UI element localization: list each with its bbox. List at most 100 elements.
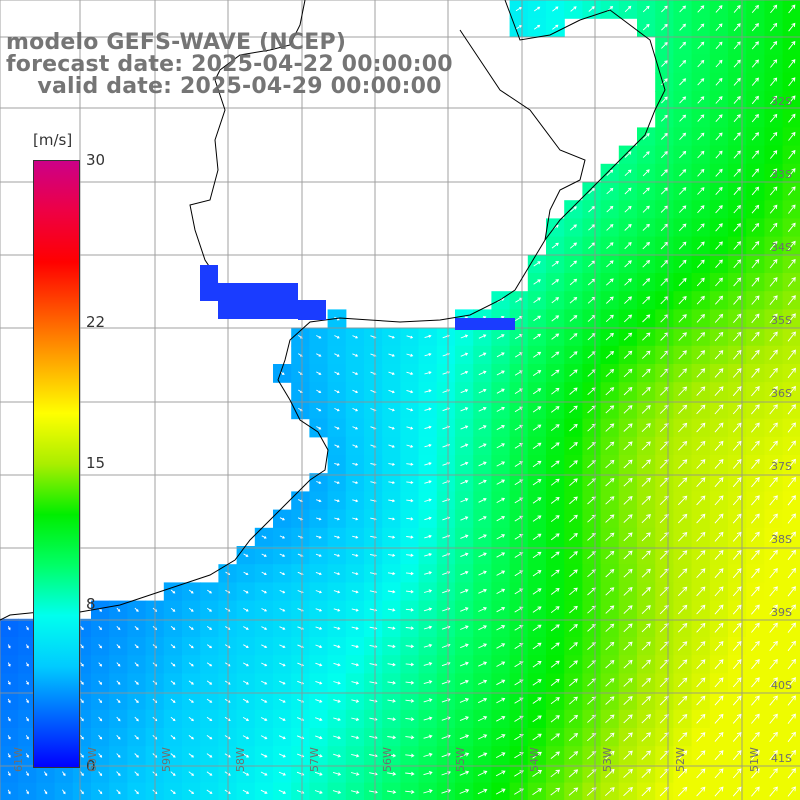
wind-arrow	[26, 625, 29, 631]
wind-arrow	[459, 716, 469, 722]
wind-arrow	[769, 295, 778, 305]
wind-arrow	[623, 696, 633, 706]
wind-arrow	[25, 753, 29, 758]
wind-arrow	[677, 732, 688, 742]
wind-arrow	[769, 477, 778, 488]
wind-arrow	[170, 753, 176, 758]
wind-arrow	[405, 717, 415, 722]
wind-arrow	[769, 349, 778, 360]
wind-arrow	[732, 768, 742, 779]
longitude-label: 60W	[86, 747, 99, 772]
colorbar-tick-label: 15	[86, 454, 106, 472]
wind-arrow	[242, 771, 250, 776]
wind-arrow	[696, 440, 706, 451]
wind-arrow	[279, 680, 286, 685]
wind-arrow	[570, 6, 577, 12]
wind-arrow	[624, 223, 632, 231]
wind-arrow	[642, 260, 651, 268]
wind-arrow	[787, 495, 796, 506]
wind-arrow	[242, 735, 250, 740]
wind-arrow	[242, 753, 250, 758]
wind-arrow	[315, 680, 323, 685]
wind-arrow	[769, 277, 778, 287]
wind-arrow	[279, 589, 286, 594]
wind-arrow	[334, 481, 340, 485]
wind-arrow	[787, 713, 796, 724]
longitude-label: 57W	[308, 747, 321, 772]
wind-arrow	[696, 495, 706, 506]
wind-arrow	[80, 789, 84, 795]
wind-arrow	[532, 533, 542, 540]
wind-arrow	[751, 113, 759, 123]
wind-arrow	[660, 132, 668, 140]
wind-arrow	[459, 770, 470, 776]
wind-arrow	[134, 716, 139, 722]
wind-arrow	[550, 769, 561, 778]
wind-arrow	[334, 353, 340, 357]
wind-arrow	[496, 606, 506, 613]
wind-arrow	[733, 331, 742, 342]
wind-arrow	[424, 516, 432, 521]
wind-arrow	[333, 626, 341, 630]
wind-arrow	[751, 59, 759, 68]
wind-arrow	[787, 313, 796, 324]
wind-arrow	[769, 622, 778, 633]
colorbar-tick-label: 30	[86, 151, 106, 169]
wind-arrow	[170, 735, 176, 740]
wind-arrow	[388, 353, 395, 357]
wind-arrow	[550, 642, 560, 650]
wind-arrow	[478, 607, 487, 612]
wind-arrow	[606, 224, 614, 231]
coastline-inland-north	[214, 0, 306, 81]
wind-arrow	[387, 662, 396, 667]
wind-arrow	[405, 589, 414, 594]
wind-cell	[345, 782, 365, 800]
wind-arrow	[605, 587, 615, 596]
wind-arrow	[715, 150, 723, 159]
wind-arrow	[569, 605, 578, 614]
wind-arrow	[478, 588, 487, 594]
wind-arrow	[406, 499, 414, 503]
latitude-label: 34S	[771, 241, 792, 254]
wind-arrow	[678, 332, 687, 341]
wind-arrow	[387, 753, 397, 758]
wind-arrow	[733, 295, 742, 305]
wind-arrow	[242, 662, 249, 667]
wind-arrow	[751, 695, 760, 706]
wind-arrow	[769, 786, 778, 797]
wind-arrow	[496, 443, 505, 449]
coast-patches	[200, 265, 515, 330]
wind-arrow	[388, 553, 396, 557]
latitude-label: 37S	[771, 460, 792, 473]
wind-arrow	[333, 590, 341, 594]
wind-cell	[54, 782, 74, 800]
wind-arrow	[406, 444, 414, 448]
wind-arrow	[550, 787, 561, 796]
wind-arrow	[170, 716, 176, 722]
wind-arrow	[387, 790, 397, 794]
wind-arrow	[642, 187, 650, 195]
wind-arrow	[315, 735, 323, 740]
wind-arrow	[769, 113, 778, 123]
wind-arrow	[550, 715, 560, 723]
wind-arrow	[769, 768, 778, 779]
wind-arrow	[641, 568, 651, 578]
wind-arrow	[495, 752, 506, 758]
wind-arrow	[80, 680, 84, 685]
wind-arrow	[641, 623, 651, 633]
wind-arrow	[387, 590, 396, 594]
wind-arrow	[533, 6, 541, 12]
wind-arrow	[405, 644, 415, 649]
wind-arrow	[316, 407, 322, 412]
wind-arrow	[714, 549, 724, 560]
wind-arrow	[423, 770, 433, 776]
wind-arrow	[188, 589, 194, 594]
wind-arrow	[623, 387, 633, 396]
wind-arrow	[679, 5, 686, 13]
wind-arrow	[715, 96, 723, 104]
wind-arrow	[533, 261, 541, 267]
wind-arrow	[7, 716, 11, 722]
wind-arrow	[279, 517, 285, 521]
wind-arrow	[641, 641, 651, 651]
wind-arrow	[98, 626, 102, 631]
